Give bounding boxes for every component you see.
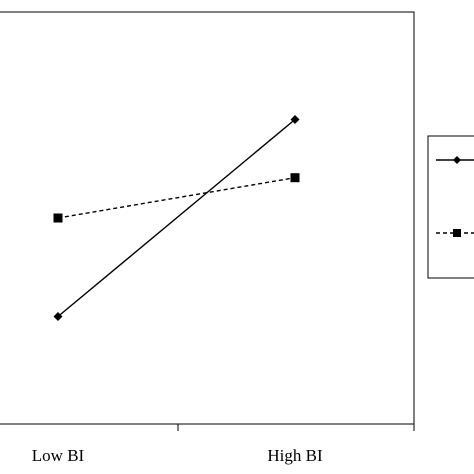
x-tick-label-high: High BI bbox=[267, 446, 323, 465]
series-0-point-1 bbox=[290, 114, 300, 124]
x-tick-label-low: Low BI bbox=[32, 446, 85, 465]
series-layer bbox=[53, 114, 300, 322]
plot-frame bbox=[0, 11, 415, 425]
legend-box bbox=[427, 135, 474, 279]
legend-1-marker bbox=[453, 229, 461, 237]
legend bbox=[427, 135, 474, 279]
series-1-point-1 bbox=[290, 173, 300, 183]
series-1-point-0 bbox=[53, 213, 63, 223]
plot-area: Low BI High BI bbox=[0, 11, 415, 465]
series-1-line bbox=[57, 177, 296, 219]
series-0-line bbox=[57, 118, 296, 318]
legend-0-marker bbox=[453, 156, 461, 164]
series-0-point-0 bbox=[53, 312, 63, 322]
